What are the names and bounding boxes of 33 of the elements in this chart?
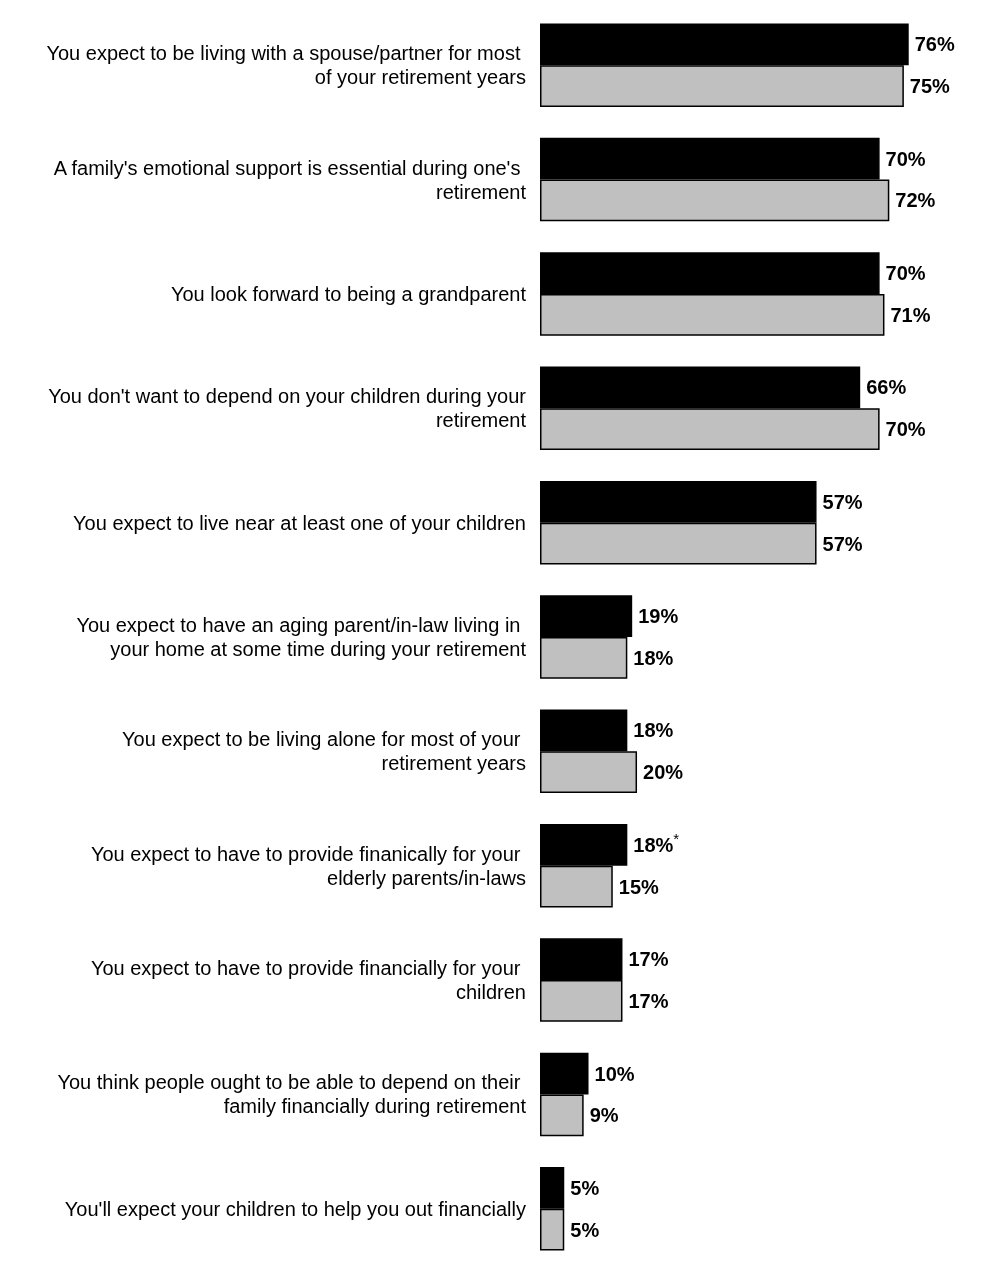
y-tick-label: You expect to have an aging parent/in-law living in your home at some time during your retirement <box>76 614 527 660</box>
data-label: 57% <box>822 490 863 513</box>
data-label: 66% <box>866 376 907 399</box>
data-label: 70% <box>885 147 926 170</box>
data-label: 20% <box>643 761 684 784</box>
y-tick-label: You expect to live near at least one of your children <box>73 511 526 534</box>
data-label: 9% <box>589 1104 619 1127</box>
y-tick-label: You expect to have to provide finanically for your elderly parents/in-laws <box>90 842 526 889</box>
data-label: 5% <box>570 1176 600 1199</box>
data-label: 70% <box>885 262 926 285</box>
y-tick-label: You look forward to being a grandparent <box>170 282 527 305</box>
data-label: 5% <box>570 1218 600 1241</box>
data-label: 71% <box>890 303 931 326</box>
data-label: 75% <box>909 75 951 98</box>
y-tick-label: A family's emotional support is essential during one's retirement <box>53 156 527 203</box>
y-tick-label: You don't want to depend on your children during your retirement <box>48 385 527 432</box>
y-tick-label: You expect to have to provide financially for your children <box>90 957 526 1004</box>
data-label: 18%* <box>633 830 680 856</box>
y-tick-label: You expect to be living with a spouse/partner for most of your retirement years <box>46 42 526 89</box>
data-label: 18% <box>633 719 674 742</box>
data-label: 57% <box>822 532 863 555</box>
data-label: 15% <box>618 875 660 898</box>
y-tick-label: You think people ought to be able to depend on their family financially during retirement <box>57 1071 527 1118</box>
data-label: 17% <box>628 948 669 971</box>
data-label: 76% <box>914 33 955 56</box>
data-label: 18% <box>633 646 674 669</box>
y-tick-label: You expect to be living alone for most of your retirement years <box>122 728 526 775</box>
data-label: 17% <box>628 989 669 1012</box>
data-label: 70% <box>885 418 926 441</box>
data-label: 19% <box>638 605 679 628</box>
data-label: 72% <box>895 189 936 212</box>
y-tick-label: You'll expect your children to help you out financially <box>64 1197 526 1220</box>
data-label: 10% <box>594 1062 635 1085</box>
